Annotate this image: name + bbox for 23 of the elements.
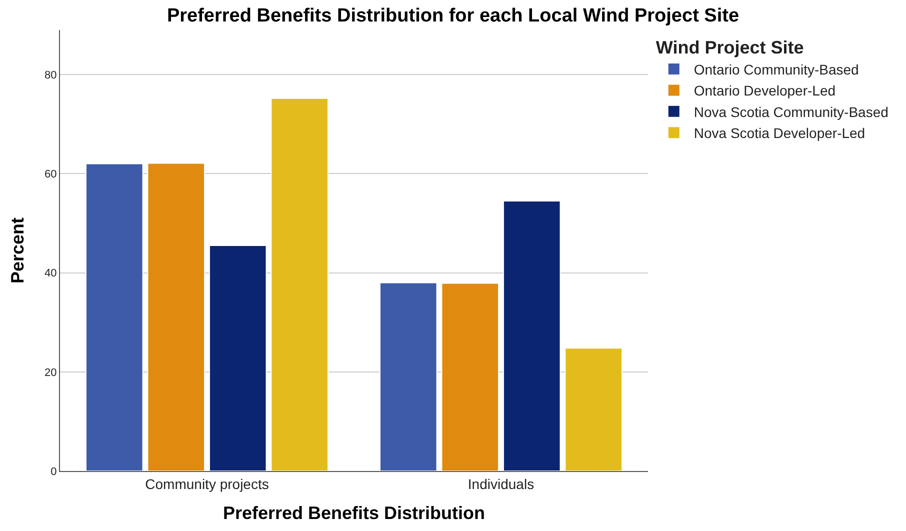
y-tick-label: 20 bbox=[44, 366, 57, 379]
x-tick-label: Individuals bbox=[468, 476, 534, 492]
bar bbox=[85, 163, 144, 471]
bar bbox=[208, 245, 267, 471]
legend-label: Ontario Community-Based bbox=[694, 61, 859, 78]
legend-label: Nova Scotia Developer-Led bbox=[694, 125, 866, 142]
x-tick-label: Community projects bbox=[145, 476, 269, 492]
y-tick-label: 60 bbox=[44, 168, 57, 181]
bar bbox=[147, 162, 206, 471]
y-tick-label: 0 bbox=[50, 466, 57, 478]
y-tick-label: 80 bbox=[44, 69, 57, 82]
y-axis-title: Percent bbox=[8, 217, 28, 284]
bar bbox=[502, 200, 561, 471]
legend-title: Wind Project Site bbox=[656, 37, 804, 58]
legend-label: Ontario Developer-Led bbox=[694, 82, 836, 99]
chart-title: Preferred Benefits Distribution for each Local Wind Project Site bbox=[166, 5, 740, 26]
bar bbox=[564, 348, 623, 471]
y-tick-label: 40 bbox=[44, 268, 57, 280]
legend-label: Nova Scotia Community-Based bbox=[694, 104, 888, 120]
x-axis-title: Preferred Benefits Distribution bbox=[222, 502, 486, 523]
bar bbox=[379, 282, 438, 471]
bar bbox=[441, 282, 500, 471]
bar bbox=[270, 98, 329, 471]
